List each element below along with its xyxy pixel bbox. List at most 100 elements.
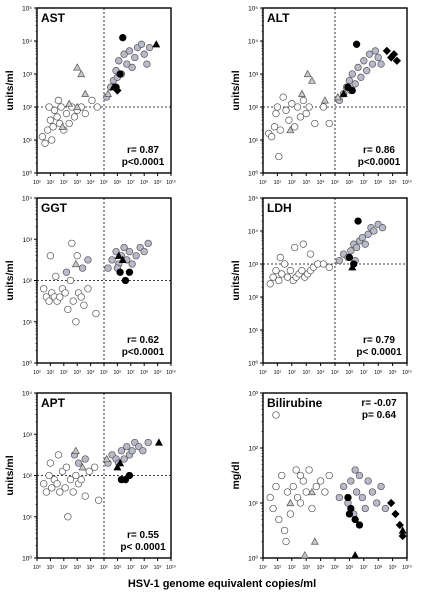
data-point-gray: [381, 504, 390, 513]
y-tick-label: 10²: [249, 446, 259, 453]
y-tick-label: 10²: [249, 105, 259, 112]
data-point-open: [280, 260, 289, 268]
data-point-open: [319, 103, 328, 111]
y-tick-label: 10³: [23, 237, 33, 244]
data-point-triangle-black: [339, 89, 348, 97]
data-point-open: [93, 103, 101, 111]
data-point-open: [64, 305, 72, 314]
data-point-gray: [117, 447, 126, 455]
data-point-gray: [62, 268, 71, 276]
data-point-gray: [361, 504, 369, 513]
data-point-gray: [140, 50, 148, 58]
x-tick-label: 10¹: [47, 180, 55, 186]
data-point-triangle-gray: [73, 102, 82, 111]
x-tick-label: 10⁴: [317, 565, 325, 571]
data-point-open: [48, 484, 56, 492]
x-tick-label: 10⁵: [331, 565, 339, 571]
x-tick-label: 10⁷: [360, 180, 368, 186]
data-point-open: [41, 139, 49, 147]
data-point-gray: [335, 493, 343, 502]
x-tick-label: 10⁵: [331, 370, 339, 376]
data-point-open: [272, 482, 280, 491]
x-tick-label: 10²: [288, 565, 296, 571]
data-point-open: [283, 488, 292, 496]
data-point-open: [311, 119, 319, 128]
data-point-gray: [370, 227, 378, 235]
data-point-open: [316, 477, 325, 485]
y-tick-label: 10⁰: [22, 170, 32, 178]
stat-label: p<0.0001: [122, 347, 165, 358]
data-point-triangle-gray: [104, 89, 113, 97]
x-tick-label: 10⁶: [345, 565, 353, 571]
data-point-gray: [363, 67, 371, 75]
data-point-triangle-gray: [73, 63, 82, 71]
y-axis-label: units/ml: [4, 455, 16, 495]
x-tick-label: 10³: [73, 370, 81, 376]
data-point-open: [280, 526, 289, 535]
data-point-open: [269, 504, 277, 513]
x-tick-label: 10¹⁰: [402, 370, 412, 376]
data-point-gray: [354, 63, 362, 72]
data-point-open: [275, 276, 283, 285]
stat-label: p<0.0001: [358, 157, 401, 168]
y-axis-label: units/ml: [4, 260, 16, 300]
data-point-gray: [351, 466, 359, 474]
data-point-gray: [128, 260, 136, 268]
data-point-open: [56, 488, 64, 496]
data-point-triangle-black: [152, 40, 161, 48]
data-point-open: [92, 309, 100, 318]
panel-title: LDH: [267, 201, 292, 215]
data-point-black: [125, 268, 134, 276]
x-tick-label: 10⁷: [360, 565, 368, 571]
x-tick-label: 10⁴: [87, 180, 95, 186]
data-point-gray: [125, 247, 134, 256]
y-tick-label: 10³: [249, 391, 259, 398]
x-tick-label: 10⁹: [389, 180, 397, 186]
x-tick-label: 10⁹: [389, 565, 397, 571]
data-point-gray: [115, 57, 123, 65]
data-point-open: [282, 106, 290, 114]
data-point-open: [70, 113, 79, 121]
data-point-open: [325, 471, 333, 480]
data-point-open: [72, 471, 80, 480]
panel-title: Bilirubine: [267, 396, 323, 410]
data-point-gray: [123, 60, 131, 68]
x-tick-label: 10⁵: [100, 565, 108, 571]
x-tick-label: 10¹: [47, 370, 55, 376]
data-point-gray: [373, 499, 381, 507]
data-point-gray: [144, 239, 152, 248]
data-point-triangle-black: [116, 459, 125, 467]
data-point-diamond-black: [113, 86, 122, 95]
data-point-open: [81, 109, 89, 118]
data-point-open: [305, 466, 313, 474]
data-point-gray: [368, 60, 377, 68]
data-point-gray: [374, 53, 382, 62]
y-tick-label: 10¹: [249, 328, 259, 335]
y-tick-label: 10³: [249, 262, 259, 269]
data-point-triangle-gray: [286, 125, 295, 134]
data-point-open: [296, 499, 305, 507]
y-tick-label: 10¹: [23, 138, 33, 145]
data-point-open: [306, 250, 315, 258]
data-point-gray: [358, 493, 367, 502]
data-point-black: [351, 515, 359, 524]
stat-label: r= 0.87: [127, 145, 159, 156]
data-point-gray: [125, 47, 134, 55]
data-point-open: [270, 123, 279, 131]
data-point-triangle-gray: [307, 487, 316, 496]
data-point-gray: [137, 40, 146, 48]
data-point-open: [64, 513, 72, 521]
x-tick-label: 10¹⁰: [402, 180, 412, 186]
x-tick-label: 10²: [288, 370, 296, 376]
data-point-gray: [74, 459, 83, 467]
y-tick-label: 10⁰: [22, 555, 32, 563]
x-tick-label: 10²: [60, 180, 68, 186]
data-point-black: [345, 510, 354, 518]
data-point-open: [84, 285, 92, 293]
data-point-open: [52, 272, 60, 281]
x-tick-label: 10⁵: [100, 180, 108, 186]
stat-label: r= -0.07: [361, 398, 397, 409]
data-point-triangle-gray: [303, 69, 312, 78]
y-tick-label: 10²: [23, 278, 33, 285]
data-point-gray: [377, 60, 385, 68]
